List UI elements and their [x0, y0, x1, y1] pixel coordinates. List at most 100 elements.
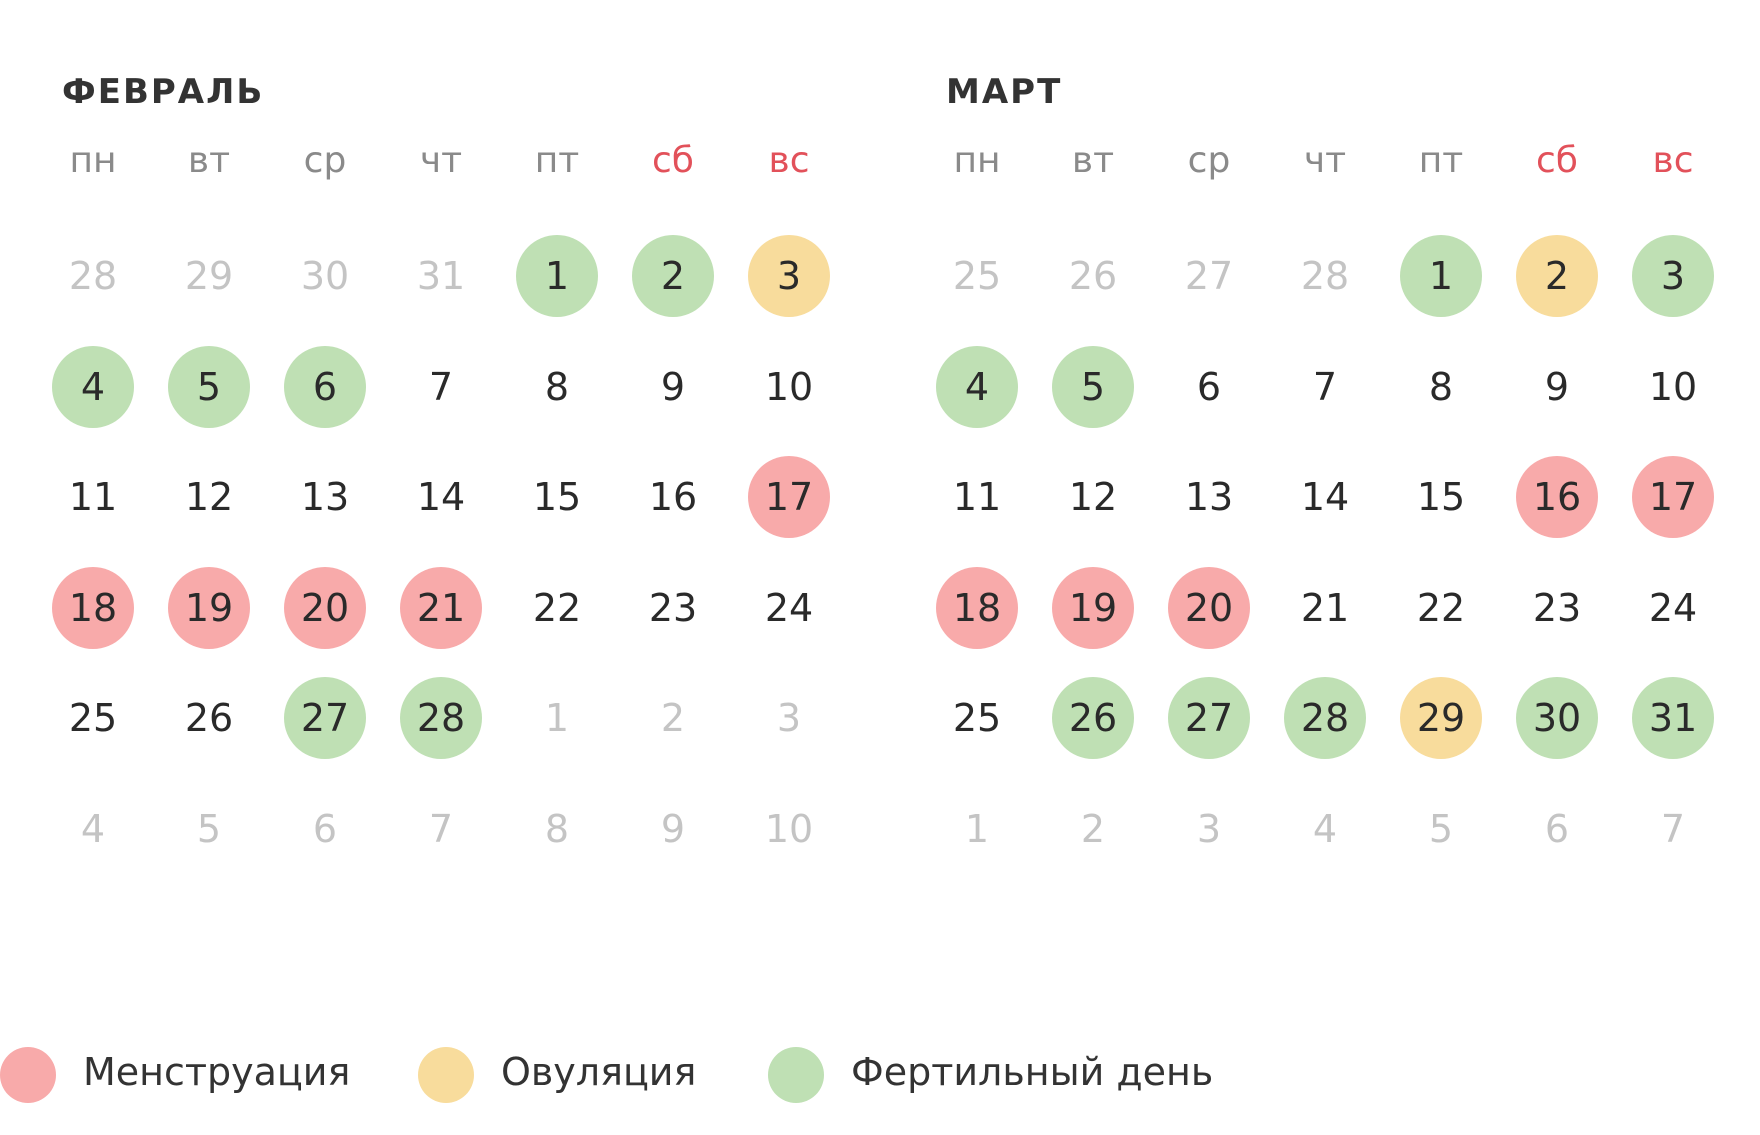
day-cell-other-month[interactable]: 1	[544, 696, 570, 740]
weekday-label: сб	[652, 140, 694, 181]
day-cell[interactable]: 7	[1312, 364, 1338, 409]
day-cell-menstruation[interactable]: 17	[1632, 456, 1714, 538]
day-cell[interactable]: 25	[952, 696, 1002, 740]
day-cell[interactable]: 26	[184, 696, 234, 740]
weekday-label: чт	[419, 140, 463, 181]
weekday-label: вт	[187, 140, 231, 181]
day-cell[interactable]: 9	[660, 364, 686, 409]
day-cell-fertile[interactable]: 3	[1632, 235, 1714, 317]
day-cell[interactable]: 14	[416, 475, 466, 519]
day-cell[interactable]: 12	[184, 475, 234, 519]
day-cell-other-month[interactable]: 3	[776, 696, 802, 740]
day-cell-fertile[interactable]: 4	[52, 345, 134, 428]
day-cell[interactable]: 9	[1544, 364, 1570, 409]
day-cell-fertile[interactable]: 31	[1632, 677, 1714, 759]
day-cell-menstruation[interactable]: 18	[936, 566, 1018, 649]
day-cell[interactable]: 21	[1300, 585, 1350, 630]
day-cell[interactable]: 12	[1068, 475, 1118, 519]
day-cell[interactable]: 24	[1648, 585, 1698, 630]
weekday-label: пт	[534, 140, 580, 181]
legend-ovulation-label: Овуляция	[501, 1050, 697, 1094]
day-cell-menstruation[interactable]: 20	[1168, 566, 1250, 649]
day-cell-menstruation[interactable]: 19	[1052, 566, 1134, 649]
day-cell-other-month[interactable]: 29	[184, 254, 234, 298]
legend-menstruation-swatch	[0, 1047, 56, 1103]
day-cell[interactable]: 23	[648, 585, 698, 630]
day-cell[interactable]: 13	[300, 475, 350, 519]
day-cell-other-month[interactable]: 26	[1068, 254, 1118, 298]
day-cell[interactable]: 14	[1300, 475, 1350, 519]
day-cell[interactable]: 25	[68, 696, 118, 740]
day-cell-menstruation[interactable]: 19	[168, 566, 250, 649]
day-cell[interactable]: 7	[428, 364, 454, 409]
day-cell-other-month[interactable]: 31	[416, 254, 466, 298]
day-cell-other-month[interactable]: 7	[428, 806, 454, 851]
day-cell-fertile[interactable]: 27	[284, 677, 366, 759]
day-cell-menstruation[interactable]: 18	[52, 566, 134, 649]
weekday-label: пн	[953, 140, 1001, 181]
month-title: МАРТ	[946, 72, 1063, 112]
day-cell-other-month[interactable]: 28	[1300, 254, 1350, 298]
day-cell[interactable]: 15	[532, 475, 582, 519]
day-cell[interactable]: 10	[764, 364, 814, 409]
day-cell-fertile[interactable]: 4	[936, 345, 1018, 428]
day-cell-fertile[interactable]: 26	[1052, 677, 1134, 759]
weekday-label: ср	[1187, 140, 1231, 181]
day-cell-menstruation[interactable]: 20	[284, 566, 366, 649]
day-cell[interactable]: 15	[1416, 475, 1466, 519]
day-cell-menstruation[interactable]: 16	[1516, 456, 1598, 538]
weekday-label: вс	[768, 140, 810, 181]
day-cell-fertile[interactable]: 28	[1284, 677, 1366, 759]
day-cell-other-month[interactable]: 30	[300, 254, 350, 298]
day-cell-other-month[interactable]: 28	[68, 254, 118, 298]
day-cell[interactable]: 11	[952, 475, 1002, 519]
day-cell-other-month[interactable]: 6	[1544, 806, 1570, 851]
day-cell-fertile[interactable]: 5	[168, 345, 250, 428]
day-cell-other-month[interactable]: 10	[764, 806, 814, 851]
day-cell-other-month[interactable]: 8	[544, 806, 570, 851]
day-cell-fertile[interactable]: 27	[1168, 677, 1250, 759]
day-cell[interactable]: 16	[648, 475, 698, 519]
day-cell-other-month[interactable]: 25	[952, 254, 1002, 298]
day-cell-other-month[interactable]: 7	[1660, 806, 1686, 851]
day-cell[interactable]: 6	[1196, 364, 1222, 409]
weekday-label: пт	[1418, 140, 1464, 181]
day-cell-menstruation[interactable]: 21	[400, 566, 482, 649]
day-cell-fertile[interactable]: 5	[1052, 345, 1134, 428]
day-cell-other-month[interactable]: 4	[80, 806, 106, 851]
day-cell-ovulation[interactable]: 3	[748, 235, 830, 317]
weekday-label: ср	[303, 140, 347, 181]
day-cell-other-month[interactable]: 2	[1080, 806, 1106, 851]
day-cell[interactable]: 8	[1428, 364, 1454, 409]
day-cell-other-month[interactable]: 5	[196, 806, 222, 851]
day-cell[interactable]: 8	[544, 364, 570, 409]
day-cell[interactable]: 23	[1532, 585, 1582, 630]
day-cell-menstruation[interactable]: 17	[748, 456, 830, 538]
day-cell-fertile[interactable]: 6	[284, 345, 366, 428]
day-cell-fertile[interactable]: 2	[632, 235, 714, 317]
day-cell-other-month[interactable]: 27	[1184, 254, 1234, 298]
day-cell-other-month[interactable]: 3	[1196, 806, 1222, 851]
day-cell[interactable]: 10	[1648, 364, 1698, 409]
day-cell[interactable]: 24	[764, 585, 814, 630]
day-cell-fertile[interactable]: 1	[1400, 235, 1482, 317]
day-cell-fertile[interactable]: 30	[1516, 677, 1598, 759]
day-cell-fertile[interactable]: 28	[400, 677, 482, 759]
day-cell[interactable]: 11	[68, 475, 118, 519]
legend-menstruation-label: Менструация	[83, 1050, 351, 1094]
day-cell[interactable]: 22	[532, 585, 582, 630]
day-cell-other-month[interactable]: 9	[660, 806, 686, 851]
day-cell-other-month[interactable]: 5	[1428, 806, 1454, 851]
day-cell-fertile[interactable]: 1	[516, 235, 598, 317]
day-cell-other-month[interactable]: 2	[660, 696, 686, 740]
day-cell-other-month[interactable]: 1	[964, 806, 990, 851]
day-cell-ovulation[interactable]: 2	[1516, 235, 1598, 317]
weekday-label: вт	[1071, 140, 1115, 181]
day-cell-ovulation[interactable]: 29	[1400, 677, 1482, 759]
weekday-label: пн	[69, 140, 117, 181]
day-cell-other-month[interactable]: 6	[312, 806, 338, 851]
day-cell-other-month[interactable]: 4	[1312, 806, 1338, 851]
day-cell[interactable]: 22	[1416, 585, 1466, 630]
legend-fertile-swatch	[768, 1047, 824, 1103]
day-cell[interactable]: 13	[1184, 475, 1234, 519]
